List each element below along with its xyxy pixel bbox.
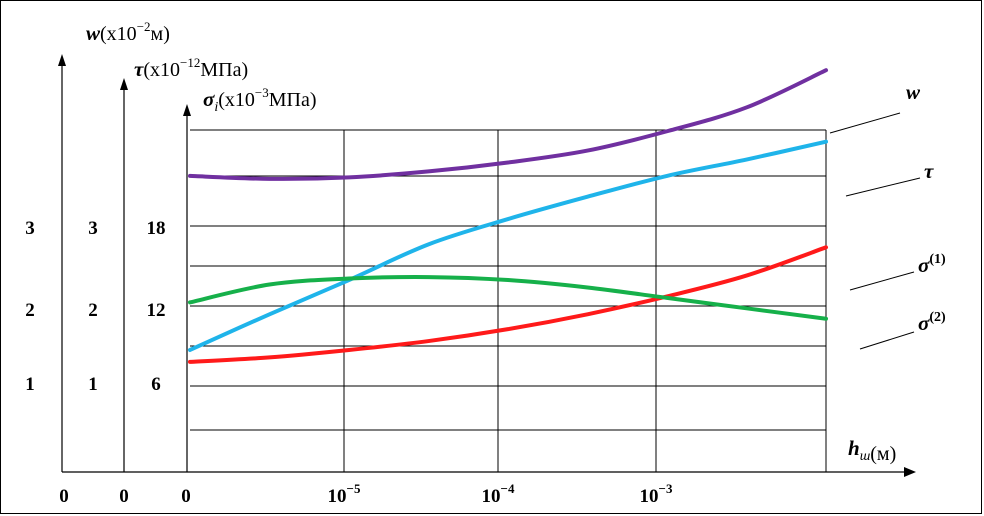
x-tick-label: 10−4 — [482, 481, 515, 507]
series-label: τ — [924, 159, 934, 183]
series-line-3 — [188, 275, 828, 321]
origin-zero-label: 0 — [59, 486, 69, 507]
x-tick-label: 10−5 — [328, 481, 361, 507]
y-tick-tau: 1 — [88, 374, 98, 395]
axis-title-x: hш(м) — [848, 436, 896, 465]
series-leader-line — [859, 331, 915, 350]
y-tick-w: 3 — [25, 218, 35, 239]
series-line-0 — [188, 68, 828, 181]
y-tick-sigma: 6 — [151, 374, 161, 395]
y-tick-sigma: 12 — [147, 300, 166, 321]
y-tick-tau: 2 — [88, 300, 98, 321]
series-leader-line — [849, 271, 915, 291]
series-line-2 — [188, 245, 828, 364]
axis-title-w: w(x10−2м) — [86, 19, 170, 45]
y-tick-tau: 3 — [88, 218, 98, 239]
series-leader-line — [845, 177, 921, 197]
origin-zero-label: 0 — [119, 486, 129, 507]
series-label: w — [906, 80, 921, 104]
y-axis-sigma-arrow — [183, 104, 191, 116]
series-label: σ(1) — [918, 252, 946, 277]
axis-title-sigma: σi(x10−3МПа) — [203, 85, 317, 115]
series-leader-line — [829, 112, 901, 134]
x-axis-arrow — [904, 467, 916, 477]
y-tick-w: 2 — [25, 300, 35, 321]
axis-title-tau: τ(x10−12МПа) — [134, 55, 248, 81]
y-tick-w: 1 — [25, 374, 35, 395]
y-axis-tau-arrow — [120, 78, 128, 90]
x-tick-label: 10−3 — [640, 481, 673, 507]
series-line-1 — [188, 139, 828, 352]
origin-zero-label: 0 — [181, 486, 191, 507]
y-axis-w-arrow — [58, 54, 66, 66]
y-tick-sigma: 18 — [147, 218, 166, 239]
series-label: σ(2) — [918, 310, 946, 335]
